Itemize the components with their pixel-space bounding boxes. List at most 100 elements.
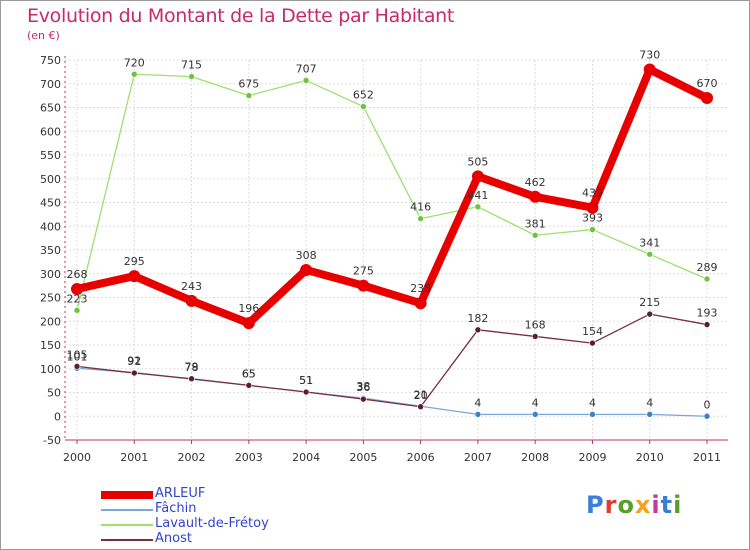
data-label: 20 <box>414 389 428 402</box>
data-point <box>471 170 484 183</box>
x-tick-label: 2001 <box>120 451 148 464</box>
data-point <box>474 326 482 334</box>
data-label: 65 <box>242 367 256 380</box>
data-label: 720 <box>124 56 145 69</box>
y-tick-label: 100 <box>40 363 61 376</box>
series-lines <box>71 63 713 420</box>
grid-lines <box>65 59 728 441</box>
data-label: 670 <box>697 77 718 90</box>
x-tick-label: 2007 <box>464 451 492 464</box>
data-label: 730 <box>639 49 660 62</box>
data-label: 393 <box>582 212 603 225</box>
data-label: 289 <box>697 261 718 274</box>
data-label: 243 <box>181 280 202 293</box>
data-label: 652 <box>353 89 374 102</box>
data-point <box>188 73 195 80</box>
data-point <box>646 310 654 318</box>
data-point <box>245 382 253 389</box>
chart-subtitle: (en €) <box>27 29 60 42</box>
data-point <box>417 403 424 411</box>
data-label: 707 <box>296 62 317 75</box>
y-tick-label: 50 <box>47 387 61 400</box>
data-point <box>586 201 599 214</box>
data-point <box>357 279 370 292</box>
data-point <box>589 339 596 347</box>
data-label: 79 <box>185 361 199 374</box>
data-label: 78 <box>185 361 199 374</box>
data-label: 4 <box>646 396 653 409</box>
data-label: 275 <box>353 265 374 278</box>
data-label: 154 <box>582 325 603 338</box>
data-point <box>360 395 367 403</box>
data-label: 295 <box>124 255 145 268</box>
data-point <box>73 363 81 370</box>
data-point <box>531 231 539 239</box>
legend-swatch <box>101 491 153 499</box>
data-label: 4 <box>532 396 539 409</box>
data-point <box>531 333 539 340</box>
y-tick-label: 250 <box>40 292 61 305</box>
data-label: 101 <box>67 350 88 363</box>
x-tick-label: 2000 <box>63 451 91 464</box>
data-point <box>646 411 654 418</box>
data-point <box>302 77 310 84</box>
series-line-0 <box>73 65 711 328</box>
series-line-3 <box>76 313 708 408</box>
y-tick-label: 150 <box>40 339 61 352</box>
data-label: 105 <box>67 348 88 361</box>
x-tick-label: 2008 <box>521 451 549 464</box>
logo-letter: x <box>634 491 652 519</box>
data-label: 462 <box>525 176 546 189</box>
x-tick-label: 2011 <box>693 451 721 464</box>
legend-swatch <box>101 509 153 511</box>
data-label: 505 <box>467 155 488 168</box>
logo-letter: t <box>660 491 674 519</box>
axes: -500501001502002503003504004505005506006… <box>40 54 728 464</box>
data-point <box>643 63 656 76</box>
data-label: 238 <box>410 282 431 295</box>
data-label: 4 <box>474 396 481 409</box>
x-tick-label: 2006 <box>407 451 435 464</box>
x-tick-label: 2010 <box>636 451 664 464</box>
data-label: 223 <box>67 292 88 305</box>
data-label: 36 <box>356 381 370 394</box>
data-point <box>417 215 424 222</box>
series-line-2 <box>76 73 708 311</box>
data-label: 215 <box>639 296 660 309</box>
data-point <box>242 317 255 330</box>
data-point <box>646 250 654 258</box>
data-point <box>300 263 313 276</box>
legend-label: Lavault-de-Frétoy <box>155 516 269 531</box>
data-label: 308 <box>296 249 317 262</box>
data-point <box>474 411 482 418</box>
logo-letter: r <box>604 491 618 519</box>
y-tick-label: 350 <box>40 244 61 257</box>
data-label: 268 <box>67 268 88 281</box>
data-label: 0 <box>704 398 711 411</box>
data-labels: 268 295 243 196 308 275 238 505 462 439 730 670 101 9… <box>67 49 718 412</box>
data-label: 92 <box>127 355 141 368</box>
data-point <box>531 411 539 418</box>
data-label: 91 <box>127 355 141 368</box>
data-label: 168 <box>525 318 546 331</box>
data-label: 439 <box>582 187 603 200</box>
y-tick-label: 650 <box>40 102 61 115</box>
data-label: 4 <box>589 396 596 409</box>
x-tick-label: 2003 <box>235 451 263 464</box>
y-tick-label: 500 <box>40 173 61 186</box>
data-point <box>71 282 83 295</box>
data-point <box>302 388 310 396</box>
data-label: 51 <box>299 374 313 387</box>
legend-label: Anost <box>155 531 192 546</box>
data-point <box>703 412 711 420</box>
data-point <box>185 294 198 307</box>
legend-swatch <box>101 524 153 526</box>
data-point <box>128 270 141 283</box>
data-label: 715 <box>181 59 202 72</box>
data-point <box>73 307 81 314</box>
data-label: 341 <box>639 236 660 249</box>
data-point <box>188 375 195 383</box>
x-tick-label: 2009 <box>578 451 606 464</box>
data-point <box>701 92 713 104</box>
